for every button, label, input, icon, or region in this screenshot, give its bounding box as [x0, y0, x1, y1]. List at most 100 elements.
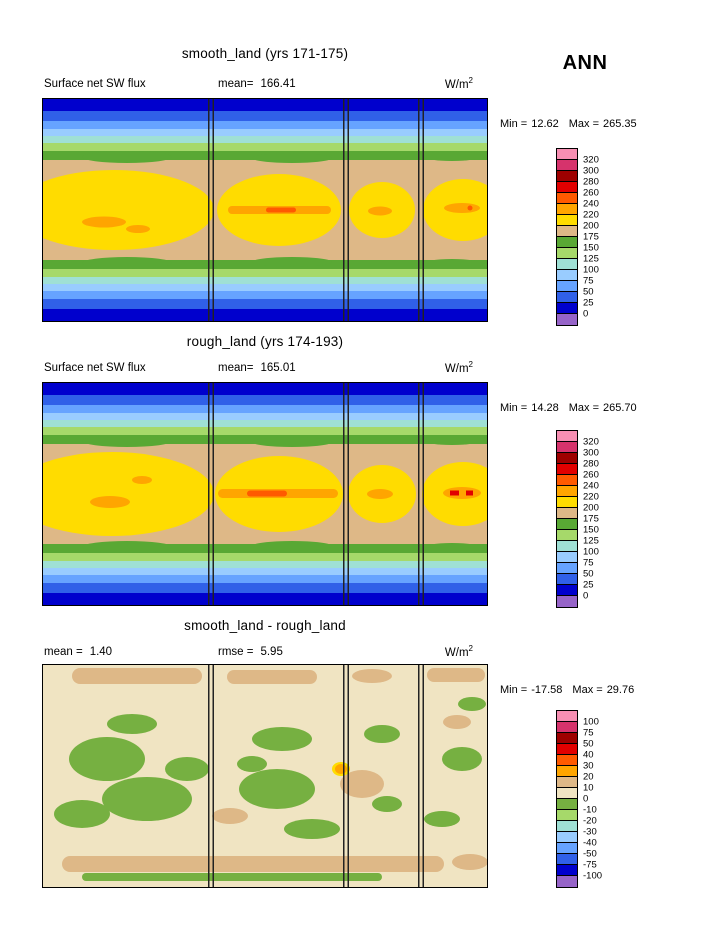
colorbar-tick-label: 0 — [583, 590, 589, 602]
colorbar-box — [557, 832, 577, 843]
colorbar-tick-label: 300 — [583, 447, 599, 459]
max-label: Max = — [568, 118, 600, 130]
colorbar-box — [557, 530, 577, 541]
colorbar-tick-label: -40 — [583, 837, 597, 849]
colorbar-tick-label: 25 — [583, 297, 594, 309]
colorbar-tick-label: 10 — [583, 782, 594, 794]
min-value: 12.62 — [531, 118, 559, 130]
colorbar-tick-label: -75 — [583, 859, 597, 871]
colorbar-tick-label: 220 — [583, 209, 599, 221]
mean-value: 165.01 — [260, 362, 296, 374]
min-label: Min = — [500, 684, 528, 696]
minmax-rough-land: Min = 14.28 Max = 265.70 — [500, 402, 715, 414]
min-value: -17.58 — [531, 684, 563, 696]
colorbar-tick-label: 260 — [583, 187, 599, 199]
colorbar-box — [557, 552, 577, 563]
mean-label: mean= — [218, 362, 254, 374]
contour-map-rough-land — [42, 382, 488, 606]
colorbar-tick-label: 200 — [583, 220, 599, 232]
variable-label: Surface net SW flux — [44, 78, 146, 90]
rmse-stat: rmse = 5.95 — [218, 646, 283, 658]
min-value: 14.28 — [531, 402, 559, 414]
units-label: W/m2 — [444, 360, 473, 375]
colorbar-box — [557, 777, 577, 788]
colorbar-tick-label: 125 — [583, 535, 599, 547]
panel-header-smooth-land: Surface net SW flux mean= 166.41 W/m2 — [42, 76, 488, 94]
colorbar-tick-label: -10 — [583, 804, 597, 816]
colorbar-tick-label: 25 — [583, 579, 594, 591]
colorbar-tick-label: 240 — [583, 480, 599, 492]
contour-map-rough-land-svg — [42, 382, 488, 606]
colorbar-box — [557, 303, 577, 314]
panel-title-rough-land: rough_land (yrs 174-193) — [186, 334, 344, 349]
colorbar-box — [557, 226, 577, 237]
colorbar-box — [557, 574, 577, 585]
colorbar-box — [557, 453, 577, 464]
colorbar-box — [557, 788, 577, 799]
colorbar-tick-label: 280 — [583, 458, 599, 470]
variable-label: Surface net SW flux — [44, 362, 146, 374]
colorbar-tick-label: 75 — [583, 557, 594, 569]
season-label: ANN — [562, 52, 608, 74]
colorbar-box — [557, 541, 577, 552]
colorbar-box — [557, 248, 577, 259]
mean-stat: mean= 166.41 — [218, 78, 296, 90]
colorbar-box — [557, 722, 577, 733]
colorbar-box — [557, 843, 577, 854]
panel-title-smooth-land: smooth_land (yrs 171-175) — [181, 46, 349, 61]
colorbar-tick-label: 0 — [583, 793, 589, 805]
mean-stat: mean= 165.01 — [218, 362, 296, 374]
colorbar-tick-label: 0 — [583, 308, 589, 320]
max-value: 265.35 — [603, 118, 637, 130]
colorbar-tick-label: 100 — [583, 716, 599, 728]
panel-title-difference: smooth_land - rough_land — [184, 618, 346, 633]
colorbar-tick-label: 50 — [583, 568, 594, 580]
colorbar-box — [557, 442, 577, 453]
colorbar-box — [557, 464, 577, 475]
colorbar-tick-label: 200 — [583, 502, 599, 514]
colorbar-box — [557, 292, 577, 303]
colorbar-box — [557, 259, 577, 270]
colorbar-tick-label: 30 — [583, 760, 594, 772]
colorbar-tick-label: 260 — [583, 469, 599, 481]
units-label: W/m2 — [444, 644, 473, 659]
colorbar-tick-label: -100 — [583, 870, 603, 882]
colorbar-box — [557, 876, 577, 887]
colorbar-tick-label: 75 — [583, 275, 594, 287]
min-label: Min = — [500, 118, 528, 130]
mean-value: 166.41 — [260, 78, 296, 90]
units-label: W/m2 — [444, 76, 473, 91]
max-label: Max = — [568, 402, 600, 414]
rmse-label: rmse = — [218, 646, 254, 658]
colorbar-tick-label: 150 — [583, 242, 599, 254]
colorbar-difference: 100 75 50 40 30 20 10 0 -10 -20 -30 -40 -50 -75 -100 — [556, 710, 602, 888]
colorbar-box — [557, 497, 577, 508]
colorbar-tick-label: -50 — [583, 848, 597, 860]
contour-map-smooth-land — [42, 98, 488, 322]
colorbar-tick-label: 75 — [583, 727, 594, 739]
colorbar-box — [557, 314, 577, 325]
colorbar-box — [557, 810, 577, 821]
colorbar-box — [557, 596, 577, 607]
colorbar-box — [557, 281, 577, 292]
mean-stat: mean = 1.40 — [44, 646, 112, 658]
colorbar-box — [557, 799, 577, 810]
rmse-value: 5.95 — [260, 646, 283, 658]
colorbar-box — [557, 171, 577, 182]
colorbar-box — [557, 711, 577, 722]
colorbar-box — [557, 193, 577, 204]
colorbar-tick-label: 50 — [583, 738, 594, 750]
mean-value: 1.40 — [89, 646, 113, 658]
colorbar-box — [557, 486, 577, 497]
colorbar-tick-label: 300 — [583, 165, 599, 177]
colorbar-box — [557, 475, 577, 486]
colorbar-tick-label: 175 — [583, 231, 599, 243]
colorbar-box — [557, 149, 577, 160]
minmax-smooth-land: Min = 12.62 Max = 265.35 — [500, 118, 715, 130]
max-value: 29.76 — [606, 684, 635, 696]
colorbar-tick-label: 150 — [583, 524, 599, 536]
colorbar-tick-label: 50 — [583, 286, 594, 298]
colorbar-tick-label: 175 — [583, 513, 599, 525]
mean-label: mean = — [44, 646, 83, 658]
